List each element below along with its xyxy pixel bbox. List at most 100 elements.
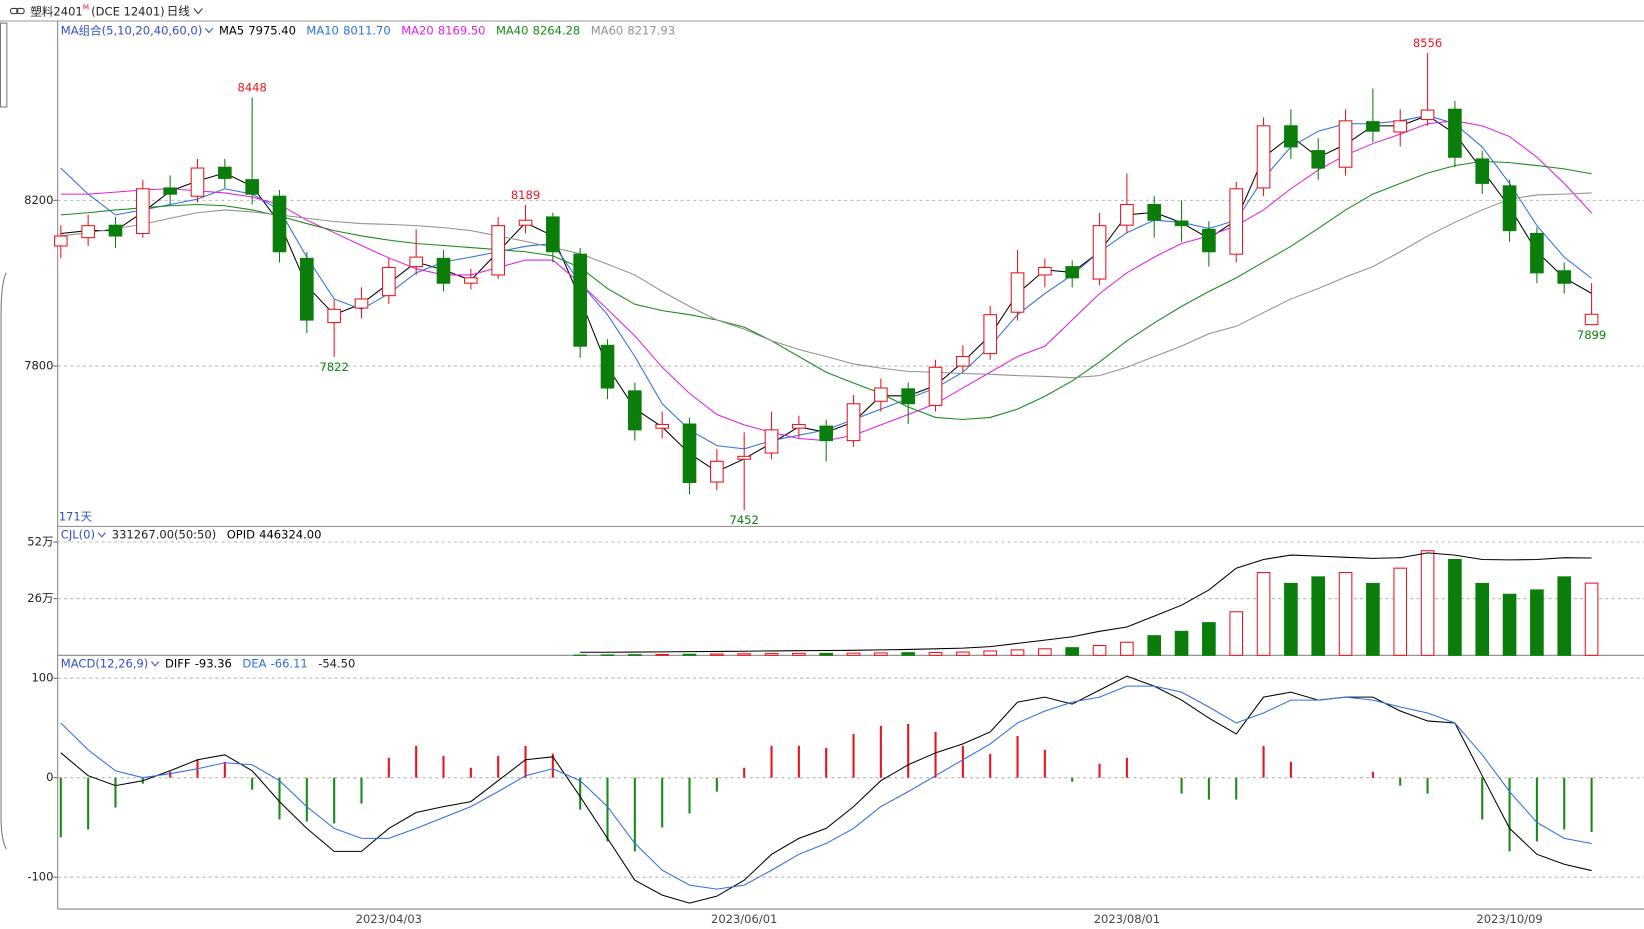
y-tick-label: 26万 bbox=[27, 591, 53, 605]
candle-body bbox=[108, 224, 123, 237]
x-tick-label: 2023/04/03 bbox=[356, 912, 422, 926]
y-tick-label: 8200 bbox=[24, 193, 53, 207]
volume-bar bbox=[1530, 589, 1544, 656]
candle-body bbox=[1366, 121, 1380, 132]
candle-body bbox=[1284, 125, 1298, 148]
candle-body bbox=[1393, 120, 1408, 133]
candle-body bbox=[1311, 150, 1326, 169]
candle-body bbox=[327, 308, 341, 324]
legend-text: 8217.93 bbox=[627, 23, 675, 37]
legend-text: MA60 bbox=[591, 23, 623, 37]
candle-body bbox=[53, 235, 68, 247]
legend-chevron bbox=[151, 661, 160, 667]
volume-bar bbox=[1448, 558, 1462, 656]
legend-text: MA20 bbox=[401, 23, 433, 37]
y-tick-label: 100 bbox=[31, 671, 53, 685]
volume-bar bbox=[1229, 611, 1244, 656]
macd-line bbox=[60, 685, 1592, 890]
candle-body bbox=[1147, 203, 1162, 221]
volume-bar bbox=[1120, 641, 1134, 656]
symbol: 塑料2401 bbox=[30, 4, 82, 18]
legend-text: CJL(0) bbox=[61, 527, 95, 541]
candle-body bbox=[1120, 203, 1134, 226]
volume-bar bbox=[928, 651, 943, 656]
volume-bar bbox=[1475, 582, 1490, 656]
candle-body bbox=[354, 298, 369, 309]
candle-body bbox=[464, 277, 478, 284]
volume-bar bbox=[1202, 622, 1216, 656]
side-panel-edge bbox=[0, 272, 7, 850]
legend-chevron bbox=[204, 27, 214, 34]
volume-bar bbox=[846, 652, 861, 656]
candle-body bbox=[491, 225, 505, 276]
candle-body bbox=[1256, 125, 1271, 189]
candle-body bbox=[1065, 266, 1080, 279]
candle-body bbox=[1202, 228, 1216, 253]
candle-body bbox=[573, 253, 587, 347]
candle-body bbox=[682, 423, 697, 483]
legend-text: MA10 bbox=[306, 23, 338, 37]
x-tick-label: 2023/08/01 bbox=[1094, 912, 1160, 926]
candle-body bbox=[1092, 225, 1107, 280]
volume-bar bbox=[1038, 648, 1052, 656]
y-tick-label: 52万 bbox=[27, 535, 53, 549]
candle-body bbox=[628, 390, 642, 431]
candle-body bbox=[1475, 158, 1490, 184]
volume-bar bbox=[1393, 567, 1408, 656]
period[interactable]: 日线 bbox=[167, 4, 191, 18]
exchange: (DCE 12401) bbox=[91, 4, 164, 18]
candle-body bbox=[136, 188, 150, 235]
candle-body bbox=[218, 166, 232, 179]
extreme-label: 8189 bbox=[511, 188, 540, 202]
volume-bar bbox=[956, 651, 970, 656]
volume-bar bbox=[819, 652, 834, 656]
legend-text: -93.36 bbox=[195, 656, 232, 670]
legend-text: OPID bbox=[227, 527, 255, 541]
header-icon bbox=[9, 7, 25, 15]
candle-body bbox=[1502, 185, 1517, 232]
candle-body bbox=[1530, 232, 1544, 274]
candle-body bbox=[928, 366, 943, 406]
extreme-label: 8448 bbox=[238, 81, 267, 95]
volume-bar bbox=[874, 652, 888, 656]
volume-bar bbox=[1256, 571, 1271, 656]
legend-text: DIFF bbox=[165, 656, 191, 670]
candle-body bbox=[983, 314, 998, 355]
open-interest-line bbox=[580, 552, 1592, 653]
volume-bar bbox=[710, 653, 724, 656]
x-tick-label: 2023/10/09 bbox=[1476, 912, 1542, 926]
volume-bar bbox=[1174, 630, 1189, 656]
volume-bar bbox=[1502, 593, 1517, 656]
legend-text: 7975.40 bbox=[248, 23, 296, 37]
candle-body bbox=[272, 195, 287, 253]
y-tick-label: -100 bbox=[27, 870, 53, 884]
candle-body bbox=[1448, 108, 1462, 158]
candle-body bbox=[956, 356, 970, 367]
candle-body bbox=[1010, 272, 1025, 313]
volume-bar bbox=[628, 654, 642, 656]
extreme-label: 7452 bbox=[730, 513, 759, 527]
x-tick-label: 2023/06/01 bbox=[711, 912, 777, 926]
extreme-label: 8556 bbox=[1413, 36, 1442, 50]
candle-body bbox=[382, 266, 396, 297]
volume-bar bbox=[1366, 582, 1380, 656]
volume-bar bbox=[1010, 649, 1025, 656]
candle-body bbox=[600, 344, 615, 389]
candle-body bbox=[1557, 270, 1572, 284]
symbol-mark: M bbox=[83, 2, 89, 11]
candle-body bbox=[1420, 109, 1435, 121]
candle-body bbox=[245, 179, 259, 195]
volume-bar bbox=[1065, 647, 1080, 656]
legend-text: -66.11 bbox=[271, 656, 308, 670]
candle-body bbox=[737, 455, 752, 460]
days-label: 171天 bbox=[59, 509, 93, 523]
legend: MACD(12,26,9) DIFF -93.36 DEA -66.11 -54.50 bbox=[61, 656, 356, 670]
candle-body bbox=[409, 256, 423, 268]
legend-chevron bbox=[97, 532, 106, 538]
candle-body bbox=[163, 187, 177, 195]
header-title: 塑料2401M (DCE 12401) bbox=[30, 2, 164, 18]
legend-text: 8011.70 bbox=[343, 23, 391, 37]
period-chevron[interactable] bbox=[193, 8, 203, 15]
